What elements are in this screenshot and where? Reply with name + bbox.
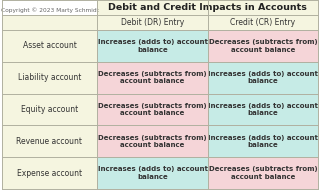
Text: Revenue account: Revenue account [17,137,83,146]
Bar [208,30,318,62]
Bar [2,94,97,125]
Bar [97,0,318,15]
Text: Increases (adds to) account
balance: Increases (adds to) account balance [208,103,318,116]
Bar [2,0,97,15]
Bar [97,157,208,189]
Bar [97,15,208,30]
Text: Decreases (subtracts from)
account balance: Decreases (subtracts from) account balan… [209,39,317,53]
Text: Decreases (subtracts from)
account balance: Decreases (subtracts from) account balan… [98,135,207,148]
Bar [97,30,208,62]
Bar [97,62,208,94]
Bar [97,94,208,125]
Bar [97,125,208,157]
Bar [208,94,318,125]
Text: Decreases (subtracts from)
account balance: Decreases (subtracts from) account balan… [98,71,207,84]
Text: Decreases (subtracts from)
account balance: Decreases (subtracts from) account balan… [209,167,317,180]
Bar [2,157,97,189]
Text: Credit (CR) Entry: Credit (CR) Entry [230,18,296,27]
Text: Equity account: Equity account [21,105,78,114]
Text: Asset account: Asset account [23,41,76,50]
Bar [2,125,97,157]
Text: Increases (adds to) account
balance: Increases (adds to) account balance [208,135,318,148]
Bar [208,62,318,94]
Bar [208,125,318,157]
Text: Increases (adds to) account
balance: Increases (adds to) account balance [98,39,207,53]
Bar [2,15,97,30]
Text: Copyright © 2023 Marty Schmidt: Copyright © 2023 Marty Schmidt [1,8,99,13]
Bar [2,62,97,94]
Text: Expense account: Expense account [17,169,82,178]
Bar [208,15,318,30]
Bar [2,30,97,62]
Bar [208,157,318,189]
Text: Increases (adds to) account
balance: Increases (adds to) account balance [98,167,207,180]
Text: Decreases (subtracts from)
account balance: Decreases (subtracts from) account balan… [98,103,207,116]
Text: Debit (DR) Entry: Debit (DR) Entry [121,18,184,27]
Text: Liability account: Liability account [18,73,81,82]
Text: Increases (adds to) account
balance: Increases (adds to) account balance [208,71,318,84]
Text: Debit and Credit Impacts in Accounts: Debit and Credit Impacts in Accounts [108,3,307,12]
